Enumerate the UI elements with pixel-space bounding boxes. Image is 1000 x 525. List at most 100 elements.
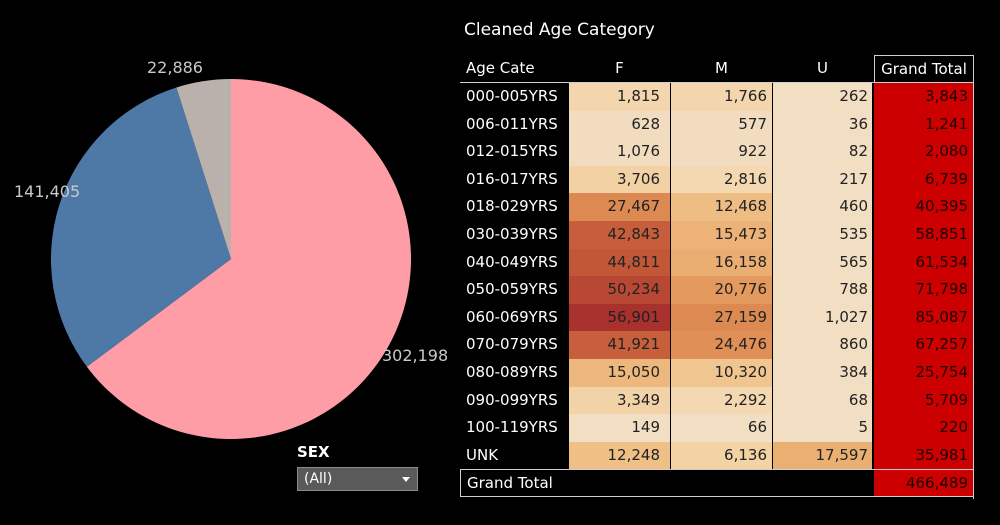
cell-u[interactable]: 217 <box>773 165 872 194</box>
row-label: 030-039YRS <box>466 224 558 243</box>
cell-f[interactable]: 42,843 <box>569 220 670 249</box>
row-label: 090-099YRS <box>466 390 558 409</box>
cell-u[interactable]: 788 <box>773 276 872 304</box>
cell-f[interactable]: 3,349 <box>569 386 670 415</box>
table-row: UNK 12,248 6,136 17,597 35,981 <box>460 441 974 470</box>
cell-u[interactable]: 68 <box>773 386 872 415</box>
cell-f[interactable]: 50,234 <box>569 276 670 304</box>
grand-total-value[interactable]: 466,489 <box>874 469 974 497</box>
cell-u[interactable]: 565 <box>773 248 872 277</box>
pie-slice-m[interactable] <box>51 87 232 367</box>
pie-slice-u[interactable] <box>176 79 231 259</box>
table-row: 030-039YRS 42,843 15,473 535 58,851 <box>460 220 974 249</box>
cell-grand-total[interactable]: 71,798 <box>874 276 974 304</box>
cell-grand-total[interactable]: 35,981 <box>874 441 974 470</box>
cell-m[interactable]: 2,816 <box>671 165 772 194</box>
row-label: UNK <box>466 445 499 464</box>
table-row: 050-059YRS 50,234 20,776 788 71,798 <box>460 276 974 304</box>
cell-m[interactable]: 15,473 <box>671 220 772 249</box>
cell-grand-total[interactable]: 1,241 <box>874 110 974 139</box>
table-body: 000-005YRS 1,815 1,766 262 3,843 006-011YRS 62… <box>460 83 974 470</box>
cell-u[interactable]: 82 <box>773 138 872 166</box>
row-label: 000-005YRS <box>466 87 558 105</box>
cell-grand-total[interactable]: 25,754 <box>874 358 974 387</box>
cell-grand-total[interactable]: 2,080 <box>874 138 974 166</box>
grand-total-label: Grand Total <box>460 469 569 497</box>
cell-u[interactable]: 17,597 <box>773 441 872 470</box>
row-label: 016-017YRS <box>466 169 558 188</box>
cell-f[interactable]: 44,811 <box>569 248 670 277</box>
table-header-row: Age Cate F M U Grand Total <box>460 55 974 83</box>
pie-label-f: 302,198 <box>382 346 448 365</box>
cell-f[interactable]: 15,050 <box>569 358 670 387</box>
cell-grand-total[interactable]: 67,257 <box>874 331 974 359</box>
table-row: 016-017YRS 3,706 2,816 217 6,739 <box>460 165 974 194</box>
cell-f[interactable]: 12,248 <box>569 441 670 470</box>
pie-label-m: 141,405 <box>14 182 80 201</box>
cell-grand-total[interactable]: 61,534 <box>874 248 974 277</box>
cell-grand-total[interactable]: 85,087 <box>874 303 974 332</box>
cell-m[interactable]: 2,292 <box>671 386 772 415</box>
cell-m[interactable]: 577 <box>671 110 772 139</box>
table-row: 090-099YRS 3,349 2,292 68 5,709 <box>460 386 974 415</box>
cell-m[interactable]: 1,766 <box>671 83 772 111</box>
cell-m[interactable]: 12,468 <box>671 193 772 221</box>
cell-u[interactable]: 384 <box>773 358 872 387</box>
header-f[interactable]: F <box>615 59 624 77</box>
header-age-category[interactable]: Age Cate <box>466 59 535 77</box>
cell-u[interactable]: 1,027 <box>773 303 872 332</box>
cell-grand-total[interactable]: 220 <box>874 414 974 442</box>
row-label: 018-029YRS <box>466 197 558 216</box>
cell-u[interactable]: 262 <box>773 83 872 111</box>
table-title: Cleaned Age Category <box>464 20 655 40</box>
total-column-border <box>973 55 974 499</box>
cell-f[interactable]: 41,921 <box>569 331 670 359</box>
table-row: 080-089YRS 15,050 10,320 384 25,754 <box>460 358 974 387</box>
cell-f[interactable]: 3,706 <box>569 165 670 194</box>
table-row: 040-049YRS 44,811 16,158 565 61,534 <box>460 248 974 277</box>
cell-grand-total[interactable]: 3,843 <box>874 83 974 111</box>
cell-f[interactable]: 149 <box>569 414 670 442</box>
cell-m[interactable]: 16,158 <box>671 248 772 277</box>
table-row: 006-011YRS 628 577 36 1,241 <box>460 110 974 139</box>
header-grand-total[interactable]: Grand Total <box>874 55 974 83</box>
header-m[interactable]: M <box>715 59 728 77</box>
table-row: 100-119YRS 149 66 5 220 <box>460 414 974 442</box>
cell-u[interactable]: 860 <box>773 331 872 359</box>
sex-filter-dropdown[interactable]: (All) <box>297 467 418 491</box>
cell-m[interactable]: 27,159 <box>671 303 772 332</box>
cell-m[interactable]: 922 <box>671 138 772 166</box>
table-row: 018-029YRS 27,467 12,468 460 40,395 <box>460 193 974 221</box>
cell-f[interactable]: 628 <box>569 110 670 139</box>
crosstab-table: Age Cate F M U Grand Total 000-005YRS 1,8… <box>460 55 974 497</box>
cell-grand-total[interactable]: 58,851 <box>874 220 974 249</box>
row-label: 060-069YRS <box>466 307 558 326</box>
sex-filter-selected-value: (All) <box>304 471 333 487</box>
cell-m[interactable]: 20,776 <box>671 276 772 304</box>
cell-u[interactable]: 5 <box>773 414 872 442</box>
header-u[interactable]: U <box>817 59 828 77</box>
cell-u[interactable]: 535 <box>773 220 872 249</box>
pie-slice-f[interactable] <box>86 79 411 439</box>
cell-grand-total[interactable]: 40,395 <box>874 193 974 221</box>
header-divider <box>460 82 974 83</box>
cell-m[interactable]: 66 <box>671 414 772 442</box>
table-row: 012-015YRS 1,076 922 82 2,080 <box>460 138 974 166</box>
cell-f[interactable]: 56,901 <box>569 303 670 332</box>
cell-m[interactable]: 6,136 <box>671 441 772 470</box>
cell-f[interactable]: 27,467 <box>569 193 670 221</box>
chevron-down-icon <box>402 477 410 482</box>
cell-m[interactable]: 10,320 <box>671 358 772 387</box>
cell-u[interactable]: 36 <box>773 110 872 139</box>
cell-f[interactable]: 1,076 <box>569 138 670 166</box>
cell-grand-total[interactable]: 6,739 <box>874 165 974 194</box>
table-row: 070-079YRS 41,921 24,476 860 67,257 <box>460 331 974 359</box>
row-label: 050-059YRS <box>466 280 558 299</box>
cell-u[interactable]: 460 <box>773 193 872 221</box>
cell-grand-total[interactable]: 5,709 <box>874 386 974 415</box>
table-row: 000-005YRS 1,815 1,766 262 3,843 <box>460 83 974 111</box>
cell-f[interactable]: 1,815 <box>569 83 670 111</box>
cell-m[interactable]: 24,476 <box>671 331 772 359</box>
pie-label-u: 22,886 <box>147 58 203 77</box>
